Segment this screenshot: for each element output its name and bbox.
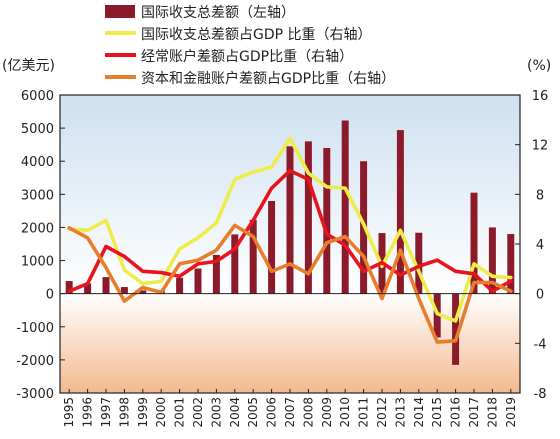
legend-label-bars: 国际收支总差额（左轴） [141, 5, 295, 21]
x-tick-label: 2006 [265, 397, 279, 428]
bar-2009 [323, 147, 331, 294]
x-axis-ticks: 1995 1996 1997 1998 1999 2000 2001 2002 2003 2004… [62, 389, 518, 428]
right-tick-label: 16 [532, 89, 549, 104]
x-tick-label: 1996 [81, 397, 95, 428]
bar-2010 [341, 120, 349, 294]
bar-1995 [65, 281, 73, 294]
x-tick-label: 2002 [191, 397, 205, 428]
line-series-1 [67, 136, 513, 323]
x-tick-label: 2013 [393, 397, 407, 428]
legend: 国际收支总差额（左轴） 国际收支总差额占GDP 比重（右轴） 经常账户差额占GD… [105, 5, 395, 87]
bar-1998 [120, 287, 128, 294]
legend-label-line-2: 经常账户差额占GDP比重（右轴） [141, 48, 353, 65]
bar-2018 [488, 227, 496, 294]
right-tick-label: 8 [536, 188, 544, 203]
bar-2014 [415, 232, 423, 294]
left-tick-label: 5000 [21, 122, 54, 137]
bar-1999 [139, 290, 147, 294]
right-tick-label: 0 [536, 288, 544, 303]
bar-2004 [231, 234, 239, 294]
bar-2003 [212, 254, 220, 294]
x-tick-label: 1999 [136, 397, 150, 428]
x-tick-label: 2014 [412, 397, 426, 428]
x-tick-label: 1997 [99, 397, 113, 428]
x-tick-label: 1998 [117, 397, 131, 428]
bar-2019 [507, 234, 515, 294]
legend-label-line-3: 资本和金融账户差额占GDP比重（右轴） [141, 70, 395, 87]
bar-2005 [249, 219, 257, 294]
left-tick-label: -1000 [16, 321, 54, 336]
left-tick-label: 3000 [21, 188, 54, 203]
left-tick-label: -2000 [16, 354, 54, 369]
bar-2008 [304, 141, 312, 294]
x-tick-label: 2015 [430, 397, 444, 428]
x-tick-label: 2004 [228, 397, 242, 428]
line-series-3 [67, 223, 513, 344]
x-tick-label: 2000 [154, 397, 168, 428]
right-tick-label: -4 [534, 337, 547, 352]
line-series-2 [67, 168, 513, 293]
x-tick-label: 2001 [173, 397, 187, 428]
line-series-group [67, 136, 513, 344]
right-axis-ticks: 16 12 8 4 0 -4 -8 [515, 89, 548, 402]
x-tick-label: 2016 [449, 397, 463, 428]
x-tick-label: 2017 [467, 397, 481, 428]
bar-2016 [452, 293, 460, 365]
x-tick-label: 2007 [283, 397, 297, 428]
bar-2017 [470, 192, 478, 294]
x-tick-label: 2005 [246, 397, 260, 428]
right-axis-unit: (%) [527, 58, 551, 74]
left-axis-unit: (亿美元) [2, 58, 55, 74]
x-tick-label: 1995 [62, 397, 76, 428]
x-tick-label: 2012 [375, 397, 389, 428]
x-tick-label: 2019 [504, 397, 518, 428]
x-tick-label: 2009 [320, 397, 334, 428]
x-tick-label: 2011 [357, 397, 371, 428]
bar-2015 [433, 293, 441, 338]
left-tick-label: -3000 [16, 387, 54, 402]
x-tick-label: 2018 [485, 397, 499, 428]
left-tick-label: 4000 [21, 155, 54, 170]
negative-region-background [60, 293, 520, 393]
left-tick-label: 0 [46, 288, 54, 303]
bar-2002 [194, 268, 202, 294]
left-tick-label: 1000 [21, 255, 54, 270]
bar-1996 [84, 283, 92, 294]
x-tick-label: 2008 [301, 397, 315, 428]
x-tick-label: 2010 [338, 397, 352, 428]
legend-swatch-bars [105, 5, 135, 18]
right-tick-label: 12 [532, 139, 549, 154]
right-tick-label: 4 [536, 238, 544, 253]
left-tick-label: 6000 [21, 89, 54, 104]
x-tick-label: 2003 [209, 397, 223, 428]
bar-2013 [396, 130, 404, 294]
bar-2007 [286, 146, 294, 294]
legend-label-line-1: 国际收支总差额占GDP 比重（右轴） [141, 27, 372, 43]
bar-1997 [102, 277, 110, 294]
bar-2001 [176, 277, 184, 294]
right-tick-label: -8 [534, 387, 547, 402]
left-axis-ticks: 6000 5000 4000 3000 2000 1000 0 -1000 -2000 -3000 [16, 89, 65, 402]
left-tick-label: 2000 [21, 221, 54, 236]
bar-2006 [268, 200, 276, 294]
